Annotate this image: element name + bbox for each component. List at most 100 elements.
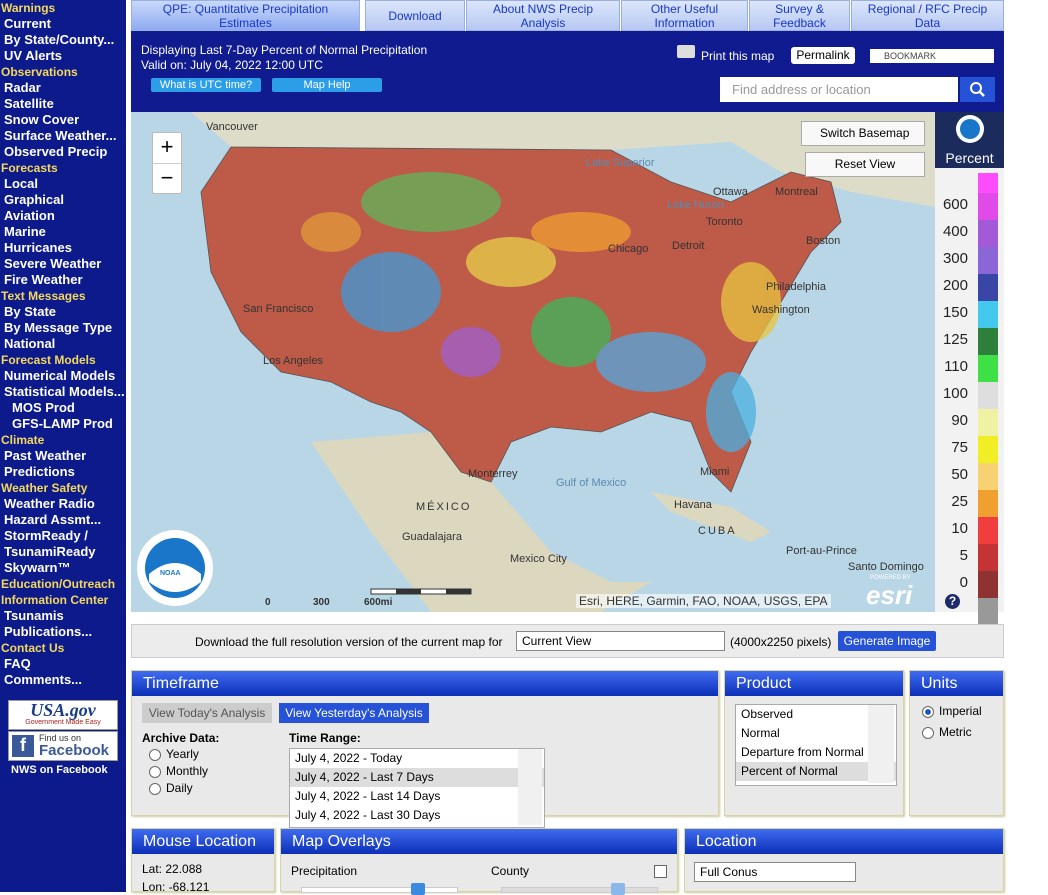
scrollbar[interactable]	[868, 705, 894, 783]
scrollbar[interactable]	[518, 749, 542, 825]
nav-tab[interactable]: Other Useful Information	[621, 0, 748, 31]
nav-heading[interactable]: Forecast Models	[1, 353, 96, 367]
list-item[interactable]: July 4, 2022 - Today	[295, 751, 403, 765]
reset-view[interactable]: Reset View	[805, 152, 925, 177]
radio[interactable]	[149, 782, 161, 795]
utc-button[interactable]: What is UTC time?	[151, 78, 261, 92]
nav-link[interactable]: By Message Type	[4, 320, 113, 335]
nav-link[interactable]: Fire Weather	[4, 272, 83, 287]
radio-option[interactable]: Monthly	[149, 764, 208, 781]
slider-knob[interactable]	[411, 883, 425, 895]
nav-link[interactable]: Surface Weather...	[4, 128, 117, 143]
switch-basemap[interactable]: Switch Basemap	[801, 121, 925, 146]
nav-link[interactable]: By State	[4, 304, 57, 319]
nav-link[interactable]: StormReady / TsunamiReady	[4, 528, 96, 559]
nav-tab[interactable]: About NWS Precip Analysis	[466, 0, 620, 31]
map[interactable]: Vancouver Ottawa Montreal Toronto Lake Huron…	[131, 112, 935, 612]
nav-link[interactable]: Graphical	[4, 192, 64, 207]
nav-link[interactable]: Past Weather	[4, 448, 87, 463]
nav-link[interactable]: Numerical Models	[4, 368, 116, 383]
nav-tab[interactable]: Regional / RFC Precip Data	[851, 0, 1004, 31]
radio-option[interactable]: Imperial	[922, 704, 982, 725]
precip-slider[interactable]	[301, 887, 458, 893]
nav-link[interactable]: Satellite	[4, 96, 54, 111]
nav-link[interactable]: Current	[4, 16, 51, 31]
nav-tab[interactable]: QPE: Quantitative Precipitation Estimate…	[131, 0, 360, 31]
nav-link[interactable]: Statistical Models...	[4, 384, 125, 399]
range-list[interactable]: July 4, 2022 - Today July 4, 2022 - Last …	[289, 748, 545, 828]
nav-link[interactable]: Marine	[4, 224, 46, 239]
nav-link[interactable]: National	[4, 336, 56, 351]
search-input[interactable]: Find address or location	[720, 77, 958, 102]
nav-link[interactable]: Radar	[4, 80, 41, 95]
radio-option[interactable]: Daily	[149, 781, 208, 798]
nav-link[interactable]: Predictions	[4, 464, 75, 479]
zoom-in[interactable]: +	[153, 133, 181, 164]
generate-button[interactable]: Generate Image	[838, 631, 936, 651]
radio-option[interactable]: Yearly	[149, 747, 208, 764]
nav-link[interactable]: Aviation	[4, 208, 55, 223]
nav-link[interactable]: Publications...	[4, 624, 93, 639]
list-item[interactable]: July 4, 2022 - Last 14 Days	[295, 789, 441, 803]
product-list[interactable]: Observed Normal Departure from Normal Perce…	[735, 704, 897, 786]
radio[interactable]	[149, 765, 161, 778]
usagov-badge[interactable]: USA.gov Government Made Easy	[8, 700, 118, 730]
nav-heading[interactable]: Forecasts	[1, 161, 58, 175]
help-button[interactable]: Map Help	[272, 78, 382, 92]
nav-sublink[interactable]: MOS Prod	[12, 400, 75, 415]
county-slider[interactable]	[501, 887, 658, 893]
facebook-caption[interactable]: NWS on Facebook	[11, 764, 108, 776]
nav-heading[interactable]: Text Messages	[1, 289, 86, 303]
county-checkbox[interactable]	[654, 865, 667, 878]
panel-header: Units	[910, 671, 1003, 696]
lon-text: Lon: -68.121	[142, 880, 210, 894]
nav-heading[interactable]: Contact Us	[1, 641, 65, 655]
nav-tab[interactable]: Download	[365, 0, 465, 31]
nav-link[interactable]: Weather Radio	[4, 496, 95, 511]
nav-heading[interactable]: Weather Safety	[1, 481, 88, 495]
radio[interactable]	[922, 726, 934, 739]
panel-header: Location	[685, 829, 1003, 854]
nav-link[interactable]: Hazard Assmt...	[4, 512, 102, 527]
nav-heading[interactable]: Observations	[1, 65, 78, 79]
nav-heading[interactable]: Education/Outreach Information Center	[1, 577, 116, 607]
nav-link[interactable]: By State/County...	[4, 32, 115, 47]
help-icon[interactable]: ?	[945, 594, 960, 609]
nav-tab[interactable]: Survey & Feedback	[749, 0, 850, 31]
nav-sublink[interactable]: GFS-LAMP Prod	[12, 416, 113, 431]
nav-link[interactable]: Skywarn™	[4, 560, 71, 575]
nav-link[interactable]: FAQ	[4, 656, 31, 671]
location-select[interactable]: Full Conus	[694, 862, 856, 882]
list-item[interactable]: July 4, 2022 - Last 7 Days	[290, 768, 544, 787]
list-item[interactable]: Departure from Normal	[741, 745, 864, 759]
nav-heading[interactable]: Warnings	[1, 1, 56, 15]
list-item[interactable]: July 4, 2022 - Last 30 Days	[295, 808, 441, 822]
nav-link[interactable]: Snow Cover	[4, 112, 80, 127]
nav-link[interactable]: Tsunamis	[4, 608, 64, 623]
nav-link[interactable]: Severe Weather	[4, 256, 102, 271]
legend-label: 125	[942, 331, 968, 348]
list-item[interactable]: Observed	[741, 707, 794, 721]
radio[interactable]	[149, 748, 161, 761]
zoom-out[interactable]: −	[160, 165, 174, 190]
facebook-badge[interactable]: f Find us on Facebook	[8, 731, 118, 761]
list-item[interactable]: Normal	[741, 726, 780, 740]
nav-heading[interactable]: Climate	[1, 433, 45, 447]
slider-knob[interactable]	[611, 883, 625, 895]
view-select[interactable]: Current View	[516, 631, 725, 651]
radio-option[interactable]: Metric	[922, 725, 982, 746]
nav-link[interactable]: Observed Precip	[4, 144, 108, 159]
yesterday-button[interactable]: View Yesterday's Analysis	[279, 703, 429, 723]
nav-link[interactable]: Local	[4, 176, 38, 191]
list-item[interactable]: Percent of Normal	[736, 762, 896, 781]
today-button[interactable]: View Today's Analysis	[142, 703, 272, 723]
print-link[interactable]: Print this map	[701, 49, 775, 63]
search-button[interactable]	[960, 77, 995, 102]
radio[interactable]	[922, 705, 934, 718]
nav-link[interactable]: Comments...	[4, 672, 83, 687]
permalink-button[interactable]: Permalink	[791, 47, 855, 64]
nav-link[interactable]: UV Alerts	[4, 48, 63, 63]
bookmark-button[interactable]: BOOKMARK	[870, 49, 994, 63]
facebook-icon: f	[12, 735, 34, 757]
nav-link[interactable]: Hurricanes	[4, 240, 72, 255]
